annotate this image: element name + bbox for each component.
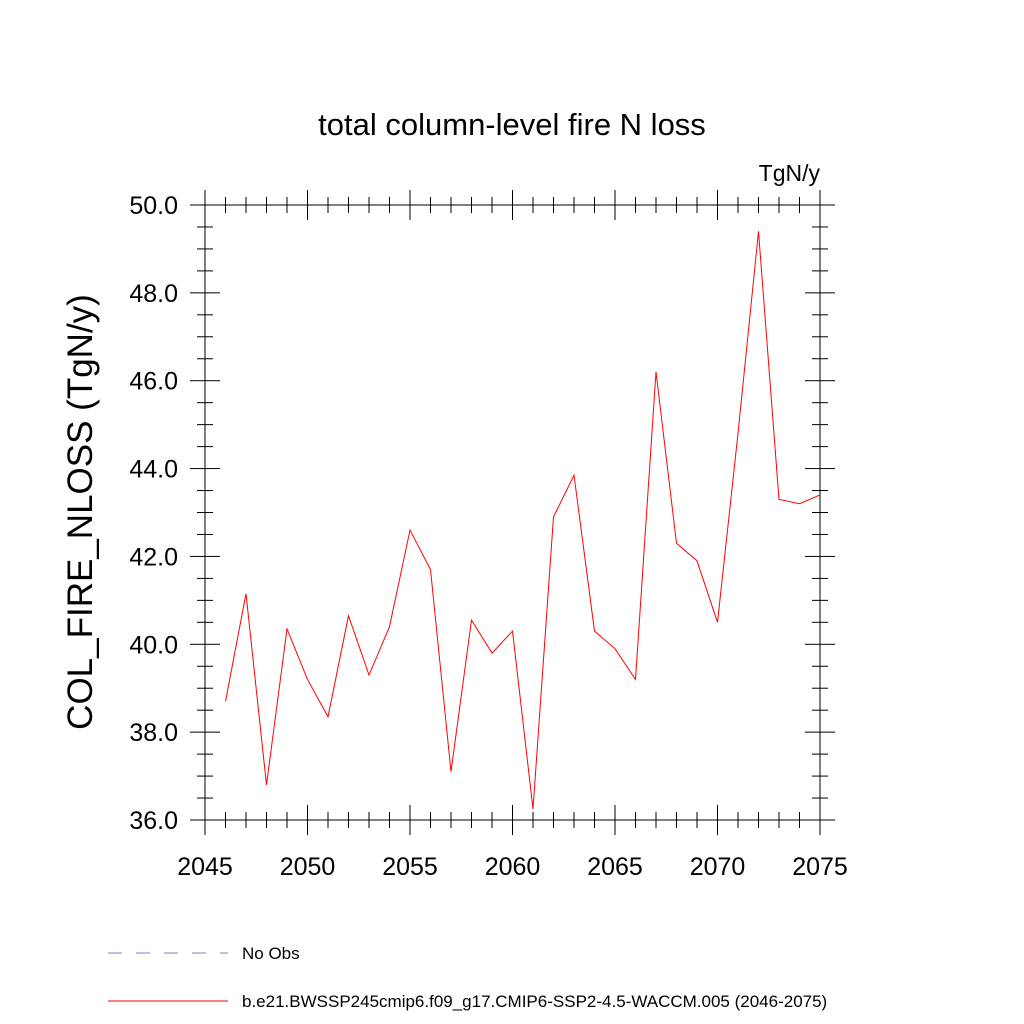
plot-frame bbox=[204, 204, 821, 821]
x-tick-label: 2070 bbox=[690, 853, 746, 881]
y-tick-labels: 36.0 38.0 40.0 42.0 44.0 46.0 48.0 50.0 bbox=[129, 192, 178, 835]
series-line bbox=[225, 231, 821, 810]
axis-ticks bbox=[190, 190, 835, 835]
y-tick-label: 42.0 bbox=[129, 543, 178, 571]
x-tick-label: 2060 bbox=[485, 853, 541, 881]
series-lines bbox=[225, 231, 821, 810]
units-label: TgN/y bbox=[759, 160, 821, 186]
x-tick-label: 2055 bbox=[382, 853, 438, 881]
y-axis-label: COL_FIRE_NLOSS (TgN/y) bbox=[61, 294, 100, 730]
y-tick-label: 48.0 bbox=[129, 280, 178, 308]
y-tick-label: 50.0 bbox=[129, 192, 178, 220]
legend-label-no-obs: No Obs bbox=[242, 944, 300, 963]
x-tick-labels: 2045 2050 2055 2060 2065 2070 2075 bbox=[177, 853, 848, 881]
legend: No Obs b.e21.BWSSP245cmip6.f09_g17.CMIP6… bbox=[108, 944, 827, 1011]
y-tick-label: 40.0 bbox=[129, 631, 178, 659]
x-tick-label: 2045 bbox=[177, 853, 233, 881]
x-tick-label: 2065 bbox=[587, 853, 643, 881]
y-tick-label: 46.0 bbox=[129, 368, 178, 396]
x-tick-label: 2050 bbox=[280, 853, 336, 881]
legend-label-model: b.e21.BWSSP245cmip6.f09_g17.CMIP6-SSP2-4… bbox=[242, 992, 827, 1011]
x-tick-label: 2075 bbox=[792, 853, 848, 881]
y-tick-label: 38.0 bbox=[129, 719, 178, 747]
y-tick-label: 44.0 bbox=[129, 456, 178, 484]
chart-title: total column-level fire N loss bbox=[318, 107, 706, 142]
y-tick-label: 36.0 bbox=[129, 807, 178, 835]
